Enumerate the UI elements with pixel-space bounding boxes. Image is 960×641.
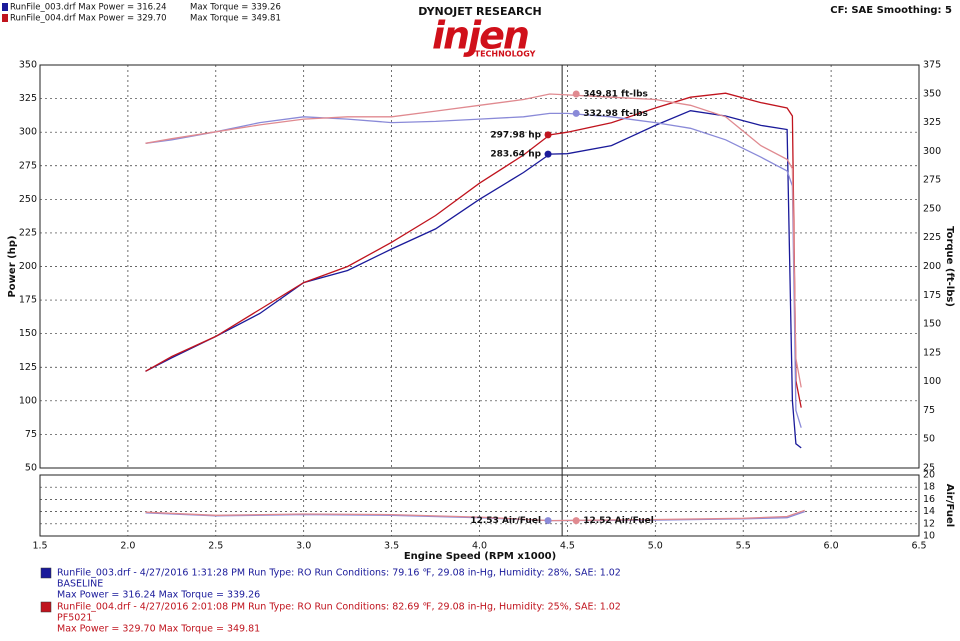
footer-name: BASELINE [57, 579, 103, 590]
y2-tick-label: 18 [923, 482, 935, 493]
annotation-label: 332.98 ft-lbs [583, 109, 648, 119]
footer-max: Max Power = 316.24 Max Torque = 339.26 [57, 590, 260, 601]
annotation-label: 349.81 ft-lbs [583, 90, 648, 100]
footer-name: PF5021 [57, 613, 92, 624]
annotation-label: 12.52 Air/Fuel [583, 516, 654, 526]
series-line [145, 110, 802, 449]
y2-tick-label: 325 [923, 117, 941, 128]
annotation-marker [544, 131, 552, 139]
annotation-marker [544, 517, 552, 525]
x-tick-label: 6.5 [911, 541, 926, 552]
y-tick-label: 350 [19, 60, 37, 71]
y2-tick-label: 250 [923, 203, 941, 214]
y2-tick-label: 10 [923, 531, 935, 542]
series-line [145, 509, 805, 522]
legend-swatch [2, 14, 8, 22]
y2-tick-label: 275 [923, 175, 941, 186]
legend-torque: Max Torque = 349.81 [190, 14, 281, 24]
x-tick-label: 2.0 [120, 541, 135, 552]
annotation-marker [572, 517, 580, 525]
series-line [145, 112, 802, 428]
y2-tick-label: 12 [923, 518, 935, 529]
legend-run: RunFile_004.drf Max Power = 329.70 [10, 14, 167, 24]
y2-tick-label: 75 [923, 405, 935, 416]
legend-run: RunFile_003.drf Max Power = 316.24 [10, 3, 167, 13]
settings: CF: SAE Smoothing: 5 [830, 5, 952, 16]
y2-tick-label: 16 [923, 494, 935, 505]
annotation-label: 12.53 Air/Fuel [470, 516, 541, 526]
annotation-marker [544, 150, 552, 158]
y-tick-label: 150 [19, 328, 37, 339]
series-line [145, 92, 802, 408]
y2-tick-label: 200 [923, 261, 941, 272]
annotation-marker [572, 109, 580, 117]
y-tick-label: 125 [19, 362, 37, 373]
x-tick-label: 5.0 [648, 541, 663, 552]
legend-swatch [2, 3, 8, 11]
y2-tick-label: 14 [923, 506, 935, 517]
y2-axis-label: Torque (ft-lbs) [944, 226, 955, 307]
footer-max: Max Power = 329.70 Max Torque = 349.81 [57, 624, 260, 635]
annotation-marker [572, 90, 580, 98]
y-tick-label: 50 [25, 463, 37, 474]
x-axis-label: Engine Speed (RPM x1000) [404, 551, 556, 562]
y2-tick-label: 225 [923, 232, 941, 243]
x-tick-label: 3.0 [296, 541, 311, 552]
x-tick-label: 3.5 [384, 541, 399, 552]
x-tick-label: 4.5 [560, 541, 575, 552]
brand: DYNOJET RESEARCH [418, 5, 541, 18]
annotation-label: 297.98 hp [490, 130, 541, 140]
x-tick-label: 1.5 [32, 541, 47, 552]
x-tick-label: 4.0 [472, 541, 487, 552]
y2-tick-label: 25 [923, 463, 935, 474]
y-tick-label: 250 [19, 194, 37, 205]
annotation-label: 283.64 hp [490, 150, 541, 160]
y2-tick-label: 150 [923, 319, 941, 330]
logo-sub: TECHNOLOGY [475, 50, 536, 59]
series-line [145, 93, 802, 388]
y2-tick-label: 50 [923, 434, 935, 445]
y-tick-label: 325 [19, 93, 37, 104]
y2-axis-label: Air/Fuel [944, 484, 955, 527]
logo: injen [432, 14, 528, 58]
y2-tick-label: 375 [923, 60, 941, 71]
y2-tick-label: 175 [923, 290, 941, 301]
y-tick-label: 200 [19, 261, 37, 272]
y-tick-label: 275 [19, 160, 37, 171]
y-tick-label: 300 [19, 127, 37, 138]
y2-tick-label: 350 [923, 88, 941, 99]
footer-swatch [40, 601, 52, 613]
y2-tick-label: 100 [923, 376, 941, 387]
x-tick-label: 6.0 [824, 541, 839, 552]
x-tick-label: 2.5 [208, 541, 223, 552]
legend-torque: Max Torque = 339.26 [190, 3, 281, 13]
y-axis-label: Power (hp) [7, 235, 18, 297]
y-tick-label: 75 [25, 429, 37, 440]
y2-tick-label: 125 [923, 347, 941, 358]
x-tick-label: 5.5 [736, 541, 751, 552]
footer-run: RunFile_003.drf - 4/27/2016 1:31:28 PM R… [57, 568, 621, 579]
y2-tick-label: 300 [923, 146, 941, 157]
footer-swatch [40, 567, 52, 579]
y-tick-label: 175 [19, 295, 37, 306]
footer-run: RunFile_004.drf - 4/27/2016 2:01:08 PM R… [57, 602, 621, 613]
y-tick-label: 100 [19, 395, 37, 406]
y2-tick-label: 20 [923, 470, 935, 481]
y-tick-label: 225 [19, 227, 37, 238]
